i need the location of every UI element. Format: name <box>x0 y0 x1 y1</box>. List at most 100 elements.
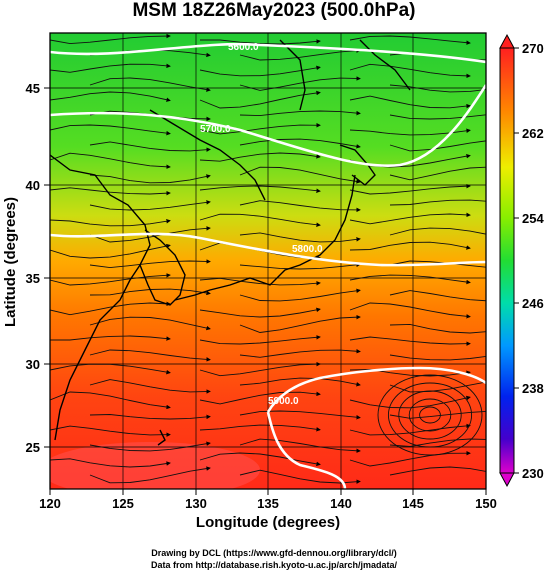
streamline <box>50 301 171 316</box>
streamline <box>50 33 171 45</box>
streamline <box>89 259 211 269</box>
streamline <box>349 183 471 195</box>
streamline <box>89 349 211 362</box>
streamline <box>50 363 171 375</box>
colorbar-bottom-arrow <box>499 472 515 488</box>
streamline <box>89 441 211 452</box>
streamline <box>199 391 321 405</box>
streamline <box>200 39 321 45</box>
streamline <box>50 243 171 259</box>
cbar-tick-270: 270 <box>522 41 544 56</box>
streamline <box>239 377 361 387</box>
credit-data: Data from http://database.rish.kyoto-u.a… <box>150 560 398 570</box>
streamline <box>349 35 471 45</box>
x-tick-140: 140 <box>330 496 352 511</box>
streamline <box>199 424 321 432</box>
streamline <box>50 63 171 73</box>
streamline <box>239 232 361 243</box>
swirl-streamline <box>377 374 483 456</box>
streamline <box>349 450 471 467</box>
x-tick-130: 130 <box>185 496 207 511</box>
x-tick-120: 120 <box>39 496 61 511</box>
contour-5900 <box>266 366 486 489</box>
y-axis-title: Latitude (degrees) <box>2 197 19 327</box>
streamline <box>389 227 486 236</box>
y-tick-40: 40 <box>26 178 40 193</box>
swirl-streamline <box>419 406 441 424</box>
colorbar-top-arrow <box>499 33 515 49</box>
contour-label-5600: 5600.0 <box>228 42 259 53</box>
contour-5700 <box>50 84 486 167</box>
streamline <box>50 458 171 468</box>
streamline <box>199 152 321 162</box>
streamline <box>389 140 486 152</box>
wind-streamlines <box>50 33 486 484</box>
contour-label-5800: 5800.0 <box>292 244 323 255</box>
streamline <box>199 185 321 193</box>
streamline <box>389 290 486 302</box>
streamline <box>50 124 171 136</box>
x-tick-145: 145 <box>402 496 424 511</box>
streamline <box>239 110 361 117</box>
streamline <box>89 466 211 484</box>
swirl-streamline <box>387 382 473 448</box>
streamline <box>50 391 171 410</box>
colorbar <box>499 47 515 474</box>
streamline <box>389 466 486 476</box>
streamline <box>239 288 361 302</box>
streamline <box>199 361 321 377</box>
streamline <box>349 395 471 409</box>
streamline <box>50 91 171 102</box>
coastlines <box>50 39 411 446</box>
streamline <box>349 241 471 251</box>
streamline <box>199 213 321 227</box>
streamline <box>50 335 171 341</box>
streamline <box>89 316 211 331</box>
streamline <box>349 212 471 225</box>
streamline <box>349 274 471 285</box>
streamline <box>239 76 361 91</box>
swirl-streamline <box>398 390 462 440</box>
cbar-tick-254: 254 <box>522 211 544 226</box>
streamline <box>89 174 211 184</box>
contour-label-5700: 5700.0 <box>200 124 231 135</box>
streamline <box>239 410 361 420</box>
streamline <box>199 277 321 286</box>
streamline <box>389 381 486 393</box>
streamline <box>89 414 211 420</box>
y-tick-45: 45 <box>26 81 40 96</box>
streamline <box>389 354 486 361</box>
streamline <box>89 141 211 152</box>
streamline <box>199 452 321 467</box>
x-axis-title: Longitude (degrees) <box>196 514 340 531</box>
cbar-tick-246: 246 <box>522 296 544 311</box>
streamline <box>239 314 361 333</box>
streamline <box>239 262 361 270</box>
streamline <box>199 123 321 135</box>
streamline <box>389 114 486 120</box>
cbar-tick-230: 230 <box>522 466 544 481</box>
streamline <box>50 219 171 227</box>
cbar-tick-262: 262 <box>522 126 544 141</box>
streamline <box>389 166 486 181</box>
streamline <box>239 200 361 213</box>
streamline <box>199 307 321 318</box>
streamline <box>389 199 486 206</box>
y-tick-25: 25 <box>26 440 40 455</box>
swirl-streamline <box>408 398 452 432</box>
streamline <box>349 336 471 346</box>
streamline <box>50 425 171 437</box>
streamline <box>239 469 361 484</box>
streamline <box>349 302 471 319</box>
geopotential-contours <box>50 42 486 489</box>
contour-label-5900: 5900.0 <box>268 396 299 407</box>
x-tick-125: 125 <box>112 496 134 511</box>
streamline <box>89 379 211 394</box>
streamline <box>89 200 211 211</box>
streamline <box>239 48 361 61</box>
x-tick-135: 135 <box>257 496 279 511</box>
streamline <box>199 90 321 109</box>
streamline <box>50 152 171 170</box>
x-tick-150: 150 <box>475 496 497 511</box>
